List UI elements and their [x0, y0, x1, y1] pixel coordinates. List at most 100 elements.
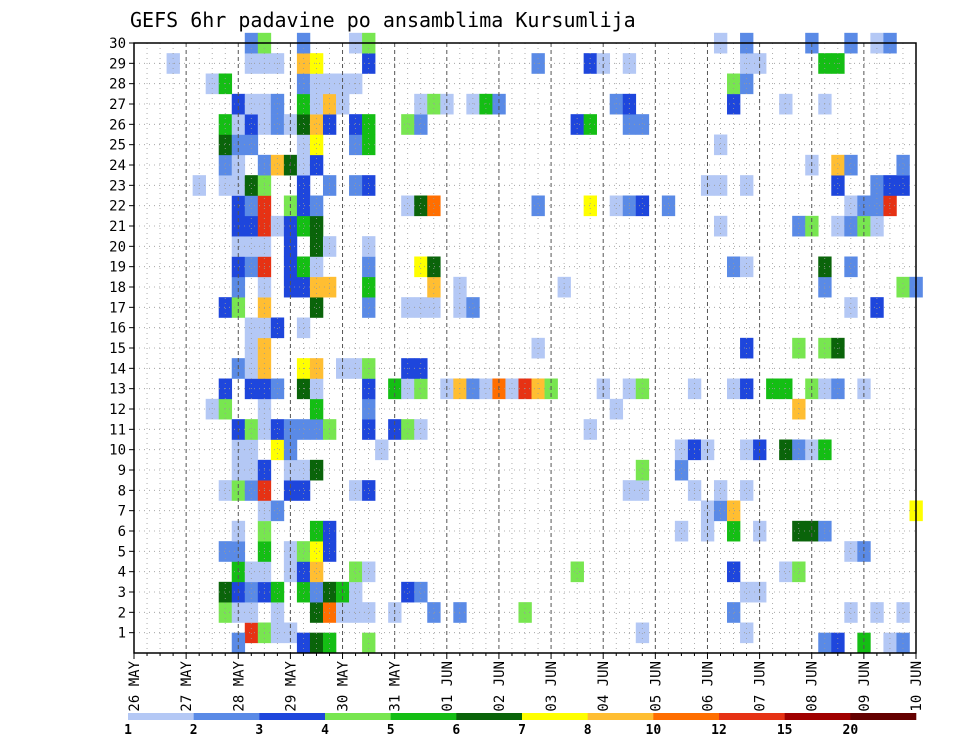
heatmap-cell [362, 561, 376, 583]
heatmap-cell [414, 581, 428, 603]
heatmap-cell [896, 632, 910, 654]
heatmap-cell [870, 195, 884, 217]
heatmap-cell [740, 581, 754, 603]
heatmap-cell [309, 114, 324, 135]
heatmap-cell [844, 215, 858, 237]
y-tick-label: 8 [118, 483, 126, 499]
heatmap-cell [296, 561, 311, 583]
x-tick-label: 08 JUN [805, 661, 821, 712]
heatmap-cell [401, 419, 415, 440]
y-tick-label: 10 [109, 443, 126, 459]
heatmap-cell [296, 459, 311, 481]
colorbar-label: 15 [777, 723, 793, 738]
chart-title: GEFS 6hr padavine po ansamblima Kursumli… [130, 8, 636, 32]
heatmap-cell [674, 459, 689, 481]
heatmap-cell [440, 93, 454, 115]
heatmap-cell [857, 632, 871, 654]
y-tick-label: 18 [109, 280, 126, 296]
heatmap-cell [218, 154, 233, 176]
heatmap-cell [349, 602, 363, 623]
heatmap-cell [231, 297, 246, 318]
heatmap-cell [296, 419, 311, 440]
grid-lines [133, 42, 917, 653]
heatmap-cell [296, 175, 311, 196]
heatmap-cell [349, 134, 363, 156]
y-tick-label: 30 [109, 36, 126, 52]
heatmap-cell [270, 114, 285, 135]
heatmap-cell [818, 632, 832, 654]
heatmap-cell [596, 53, 611, 74]
heatmap-cell [375, 439, 389, 461]
heatmap-cell [779, 439, 793, 461]
colorbar-label: 8 [584, 723, 592, 738]
colorbar-label: 7 [518, 723, 526, 738]
heatmap-cell [792, 561, 806, 583]
colorbar-swatch [719, 713, 785, 720]
heatmap-cell [831, 632, 845, 654]
heatmap-cell [218, 297, 233, 318]
heatmap-cell [336, 73, 350, 95]
heatmap-cell [244, 459, 259, 481]
heatmap-cell [844, 154, 858, 176]
heatmap-cell [609, 93, 624, 115]
colorbar: 1 2 3 4 5 6 7 8 10 12 15 20 [124, 713, 917, 738]
heatmap-cell [362, 602, 376, 623]
heatmap-cell [283, 480, 298, 501]
heatmap-cell [831, 215, 845, 237]
heatmap-cell [296, 581, 311, 603]
heatmap-cell [713, 480, 728, 501]
heatmap-cell [309, 256, 324, 278]
heatmap-cell [870, 297, 884, 318]
heatmap-cells [166, 32, 923, 654]
heatmap-cell [270, 581, 285, 603]
colorbar-label: 4 [321, 723, 329, 738]
heatmap-cell [844, 256, 858, 278]
heatmap-cell [427, 93, 441, 115]
heatmap-cell [362, 398, 376, 420]
colorbar-swatch [653, 713, 720, 720]
heatmap-cell [414, 114, 428, 135]
heatmap-cell [427, 602, 441, 623]
y-tick-label: 3 [118, 585, 126, 601]
heatmap-cell [231, 93, 246, 115]
heatmap-cell [244, 581, 259, 603]
heatmap-cell [270, 602, 285, 623]
heatmap-cell [231, 520, 246, 542]
heatmap-cell [727, 93, 741, 115]
x-tick-label: 26 MAY [127, 660, 143, 711]
heatmap-cell [466, 93, 480, 115]
heatmap-cell [309, 154, 324, 176]
heatmap-cell [583, 114, 597, 135]
y-tick-label: 12 [109, 402, 126, 418]
colorbar-swatch [325, 713, 391, 720]
y-tick-label: 25 [109, 138, 126, 154]
heatmap-cell [362, 236, 376, 257]
colorbar-swatch [587, 713, 654, 720]
heatmap-cell [844, 195, 858, 217]
y-tick-label: 22 [109, 199, 126, 215]
heatmap-cell [870, 215, 884, 237]
heatmap-cell [270, 419, 285, 440]
x-tick-label: 09 JUN [857, 661, 873, 712]
heatmap-cell [244, 134, 259, 156]
y-tick-label: 1 [118, 626, 126, 642]
heatmap-cell [244, 114, 259, 135]
heatmap-cell [362, 114, 376, 135]
heatmap-cell [218, 480, 233, 501]
heatmap-cell [270, 622, 285, 644]
heatmap-cell [244, 419, 259, 440]
x-tick-label: 31 MAY [388, 660, 404, 711]
heatmap-cell [244, 175, 259, 196]
heatmap-cell [231, 632, 246, 654]
heatmap-cell [635, 195, 650, 217]
heatmap-cell [349, 581, 363, 603]
colorbar-label: 2 [190, 723, 198, 738]
heatmap-cell [635, 622, 650, 644]
heatmap-cell [635, 114, 650, 135]
y-tick-label: 27 [109, 97, 126, 113]
heatmap-cell [427, 256, 441, 278]
heatmap-cell [296, 541, 311, 562]
heatmap-cell [570, 114, 584, 135]
heatmap-cell [349, 480, 363, 501]
colorbar-label: 6 [452, 723, 460, 738]
